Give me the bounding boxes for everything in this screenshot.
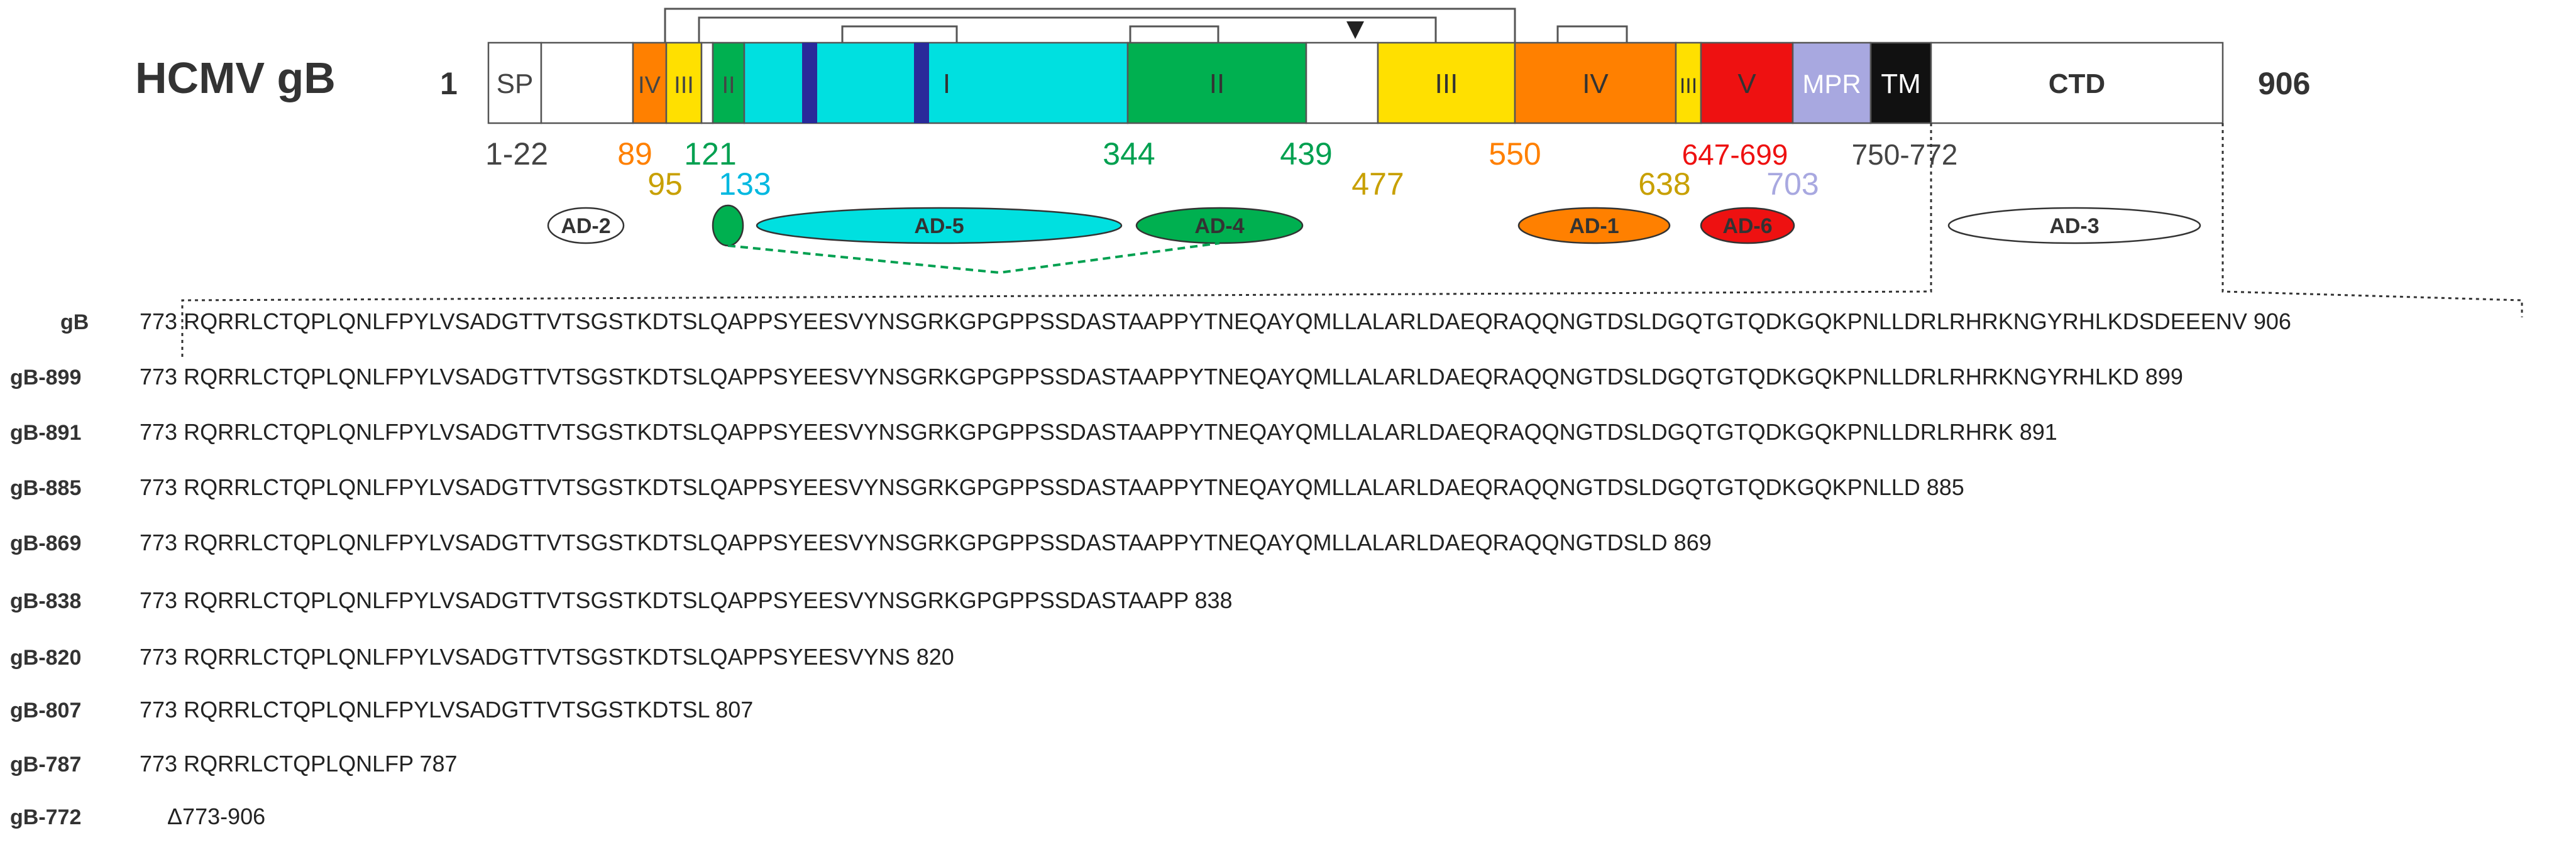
- segment-i: [743, 41, 1129, 124]
- position-label: 703: [1766, 166, 1819, 202]
- segment-iii-a: [665, 41, 703, 124]
- position-label: 638: [1638, 166, 1690, 202]
- ad-label: AD-4: [1194, 214, 1244, 238]
- segment-label-iii-a: III: [674, 72, 694, 99]
- segment-labels: SP IV III II I II III IV III V MPR TM CT…: [497, 68, 2106, 99]
- segment-sp: [487, 41, 542, 124]
- construct-row: gB-899 773 RQRRLCTQPLQNLFPYLVSADGTTVTSGST…: [10, 364, 2183, 390]
- construct-sequence: 773 RQRRLCTQPLQNLFPYLVSADGTTVTSGSTKDTSLQ…: [140, 308, 2291, 334]
- construct-sequence: 773 RQRRLCTQPLQNLFP 787: [140, 751, 458, 776]
- segment-mpr: [1792, 41, 1872, 124]
- insert-stripe-1: [802, 43, 817, 123]
- construct-sequence: 773 RQRRLCTQPLQNLFPYLVSADGTTVTSGSTKDTSL …: [140, 697, 753, 722]
- position-label: 647-699: [1682, 138, 1788, 171]
- segment-label-i: I: [943, 68, 950, 99]
- construct-row: gB-869 773 RQRRLCTQPLQNLFPYLVSADGTTVTSGST…: [10, 530, 1712, 555]
- construct-row: gB-820 773 RQRRLCTQPLQNLFPYLVSADGTTVTSGST…: [10, 644, 954, 670]
- construct-sequence: 773 RQRRLCTQPLQNLFPYLVSADGTTVTSGSTKDTSLQ…: [140, 587, 1233, 613]
- antigenic-domain-labels: AD-2 AD-5 AD-4 AD-1 AD-6 AD-3: [561, 214, 2099, 238]
- start-residue: 1: [440, 66, 458, 101]
- construct-name: gB-838: [10, 589, 81, 613]
- segment-label-ii-b: II: [1209, 68, 1225, 99]
- position-label: 1-22: [485, 136, 548, 172]
- segment-ctd: [1930, 41, 2224, 124]
- segment-label-tm: TM: [1881, 68, 1921, 99]
- construct-sequence: 773 RQRRLCTQPLQNLFPYLVSADGTTVTSGSTKDTSLQ…: [140, 530, 1712, 555]
- segment-blank-2: [700, 41, 714, 124]
- construct-row: gB-787 773 RQRRLCTQPLQNLFP 787: [10, 751, 458, 776]
- segment-v: [1700, 41, 1794, 124]
- antigenic-domains: [547, 204, 2201, 247]
- position-label: 750-772: [1852, 138, 1958, 171]
- ctd-zoom-line-right: [2221, 123, 2523, 317]
- segment-label-v: V: [1737, 68, 1756, 99]
- position-label: 477: [1351, 166, 1404, 202]
- construct-row: gB-772 Δ773-906: [10, 804, 265, 829]
- construct-name: gB-820: [10, 646, 81, 670]
- cleavage-site-marker: [1346, 21, 1364, 39]
- position-label: 439: [1280, 136, 1332, 172]
- segment-iii-b: [1377, 41, 1516, 124]
- ad-label: AD-6: [1722, 214, 1772, 238]
- construct-row: gB-891 773 RQRRLCTQPLQNLFPYLVSADGTTVTSGST…: [10, 419, 2057, 445]
- construct-sequence: 773 RQRRLCTQPLQNLFPYLVSADGTTVTSGSTKDTSLQ…: [140, 644, 954, 670]
- domain-bar: [487, 41, 2224, 124]
- construct-sequence: 773 RQRRLCTQPLQNLFPYLVSADGTTVTSGSTKDTSLQ…: [140, 364, 2183, 390]
- ad-1-ellipse: [1517, 207, 1671, 244]
- construct-sequence: Δ773-906: [167, 804, 265, 829]
- ad-2-ellipse: [547, 207, 625, 244]
- ad-6-ellipse: [1700, 207, 1795, 244]
- construct-list: gB 773 RQRRLCTQPLQNLFPYLVSADGTTVTSGSTKDTS…: [10, 308, 2291, 829]
- construct-row: gB-885 773 RQRRLCTQPLQNLFPYLVSADGTTVTSGST…: [10, 474, 1964, 500]
- construct-name: gB-891: [10, 421, 81, 445]
- segment-iv-a: [632, 41, 668, 124]
- diagram-title: HCMV gB: [135, 53, 336, 102]
- construct-name: gB-869: [10, 531, 81, 555]
- construct-sequence: 773 RQRRLCTQPLQNLFPYLVSADGTTVTSGSTKDTSLQ…: [140, 419, 2057, 445]
- construct-sequence: 773 RQRRLCTQPLQNLFPYLVSADGTTVTSGSTKDTSLQ…: [140, 474, 1964, 500]
- ad-4-connector: [727, 242, 1220, 275]
- ad-label: AD-1: [1569, 214, 1619, 238]
- construct-row: gB 773 RQRRLCTQPLQNLFPYLVSADGTTVTSGSTKDTS…: [60, 308, 2291, 334]
- segment-label-iv-a: IV: [638, 72, 661, 99]
- ad-label: AD-3: [2049, 214, 2099, 238]
- segment-label-iii-b: III: [1435, 68, 1458, 99]
- segment-label-sp: SP: [497, 68, 534, 99]
- segment-label-mpr: MPR: [1802, 69, 1861, 99]
- segment-iv-b: [1514, 41, 1677, 124]
- position-label: 133: [718, 166, 771, 202]
- ad-5-ellipse: [756, 207, 1123, 244]
- disulfide-connections: [664, 8, 1628, 43]
- segment-blank-1: [540, 41, 634, 124]
- ad-label: AD-2: [561, 214, 610, 238]
- segment-label-ii-a: II: [722, 72, 735, 99]
- construct-name: gB-885: [10, 476, 81, 500]
- segment-ii-b: [1126, 41, 1307, 124]
- construct-name: gB-787: [10, 753, 81, 776]
- position-label: 89: [617, 136, 652, 172]
- segment-label-iv-b: IV: [1582, 68, 1609, 99]
- segment-label-iii-c: III: [1680, 74, 1697, 98]
- construct-name: gB: [60, 310, 89, 334]
- construct-name: gB-899: [10, 366, 81, 390]
- construct-row: gB-807 773 RQRRLCTQPLQNLFPYLVSADGTTVTSGST…: [10, 697, 753, 722]
- segment-blank-3: [1305, 41, 1379, 124]
- segment-iii-c: [1675, 41, 1702, 124]
- position-label: 550: [1489, 136, 1541, 172]
- end-residue: 906: [2258, 66, 2310, 101]
- position-label: 344: [1103, 136, 1155, 172]
- insert-stripe-2: [914, 43, 929, 123]
- ad-2-extension-ellipse: [712, 204, 744, 247]
- segment-label-ctd: CTD: [2049, 68, 2105, 99]
- construct-row: gB-838 773 RQRRLCTQPLQNLFPYLVSADGTTVTSGST…: [10, 587, 1233, 613]
- ad-3-ellipse: [1947, 207, 2201, 244]
- position-label: 121: [684, 136, 736, 172]
- position-label: 95: [647, 166, 683, 202]
- construct-name: gB-772: [10, 805, 81, 829]
- position-labels: 1-22 89 95 121 133 344 439 477 550 638 6…: [485, 136, 1957, 202]
- ad-label: AD-5: [914, 214, 964, 238]
- ctd-zoom-line-left: [181, 123, 1932, 358]
- construct-name: gB-807: [10, 699, 81, 722]
